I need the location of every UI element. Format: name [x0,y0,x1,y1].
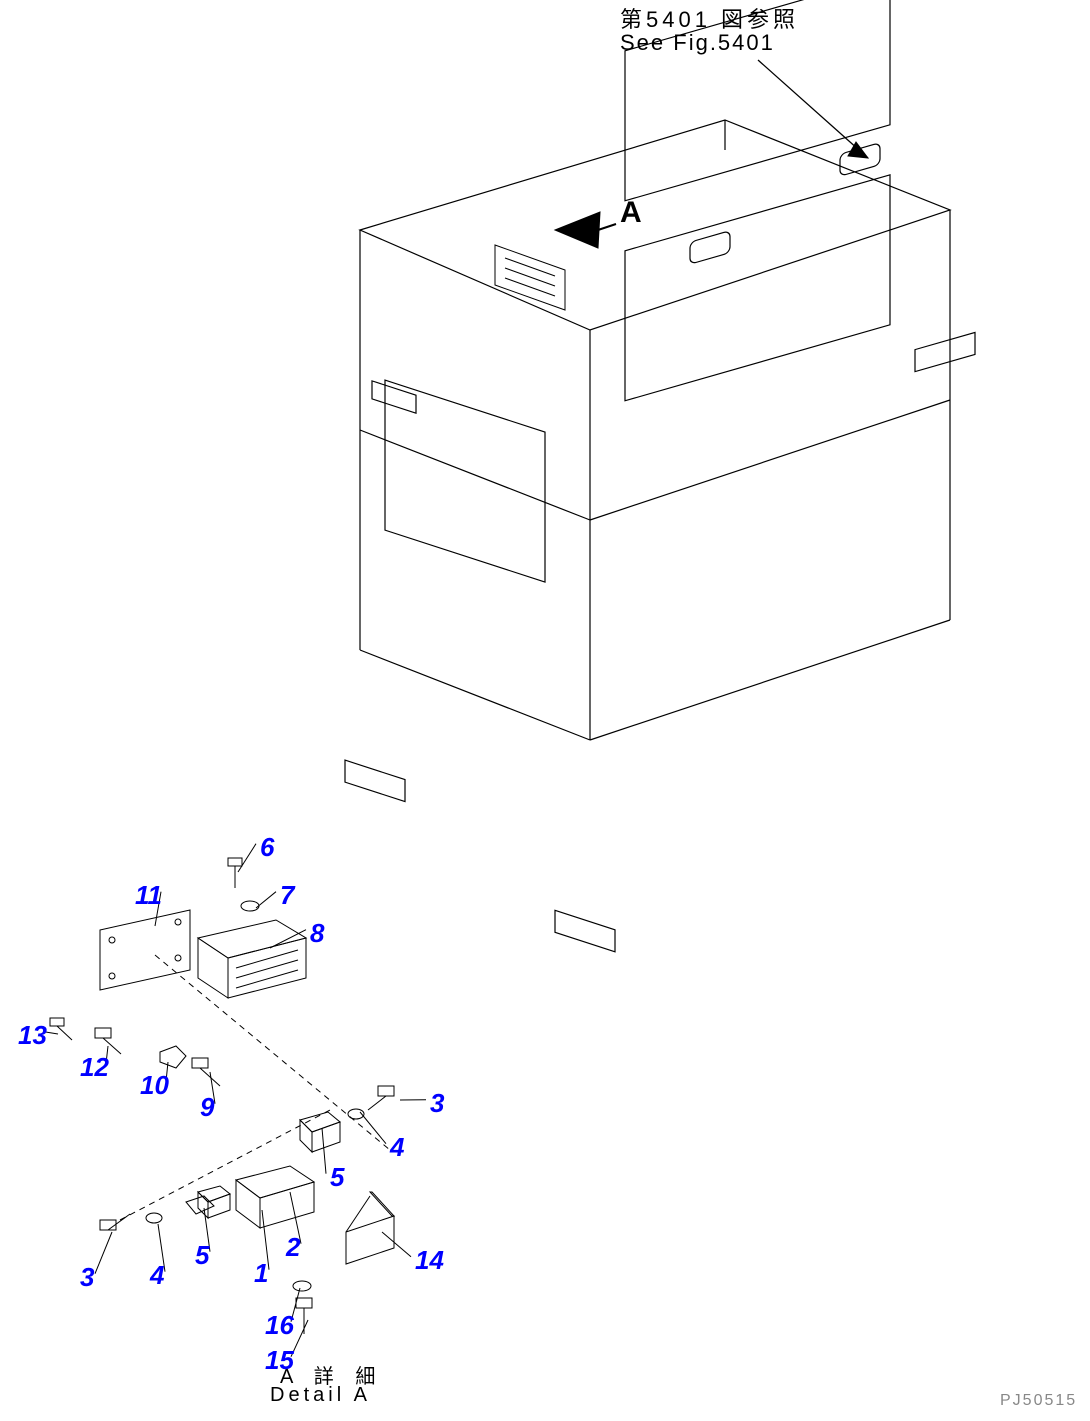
callout-3: 3 [430,1088,444,1119]
callout-2: 2 [286,1232,300,1263]
callout-leaders [0,0,1090,1421]
callout-9: 9 [200,1092,214,1123]
diagram-page: 第5401 図参照 See Fig.5401 A A 詳 細 Detail A … [0,0,1090,1421]
callout-5: 5 [330,1162,344,1193]
callout-7: 7 [280,880,294,911]
callout-4: 4 [390,1132,404,1163]
callout-3: 3 [80,1262,94,1293]
callout-12: 12 [80,1052,109,1083]
callout-1: 1 [254,1258,268,1289]
callout-6: 6 [260,832,274,863]
callout-16: 16 [265,1310,294,1341]
callout-14: 14 [415,1245,444,1276]
callout-15: 15 [265,1345,294,1376]
callout-10: 10 [140,1070,169,1101]
callout-5: 5 [195,1240,209,1271]
callout-11: 11 [135,880,162,911]
callout-8: 8 [310,918,324,949]
callout-4: 4 [150,1260,164,1291]
callout-13: 13 [18,1020,47,1051]
